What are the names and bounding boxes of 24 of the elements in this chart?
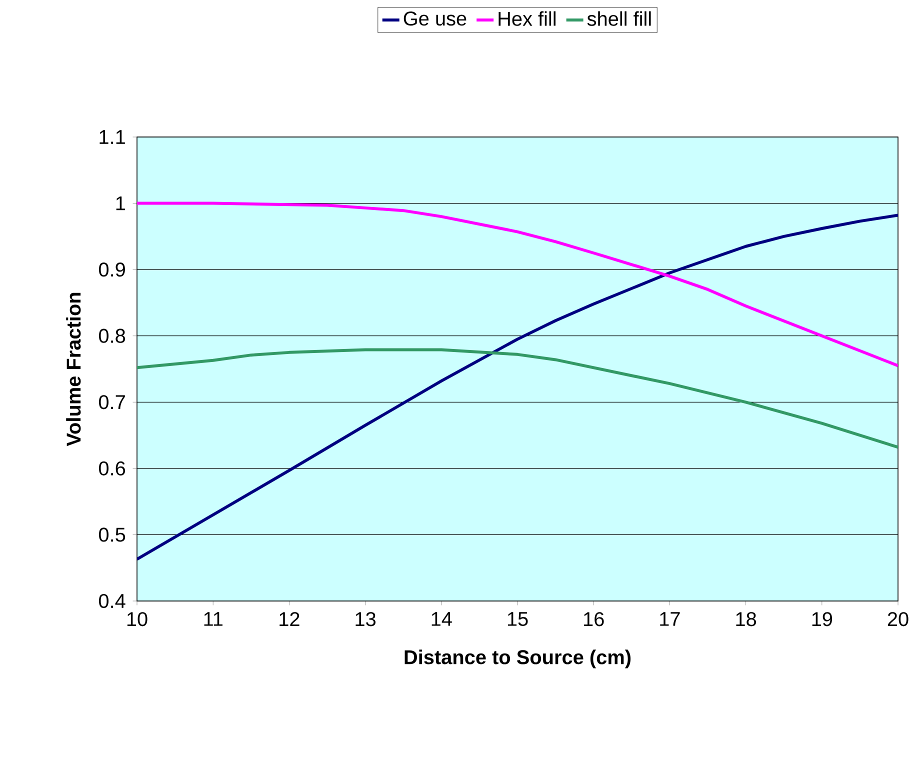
x-tick-label: 17 <box>660 612 680 626</box>
legend-label: shell fill <box>587 11 651 26</box>
y-tick-label: 0.6 <box>98 461 126 476</box>
y-tick-label: 1.1 <box>100 130 125 144</box>
y-tick-label: 0.9 <box>98 262 125 277</box>
y-tick-label: 0.7 <box>98 395 125 410</box>
y-axis-title: Volume Fraction <box>66 292 81 446</box>
x-tick-label: 11 <box>204 612 222 626</box>
x-axis-title: Distance to Source (cm) <box>404 650 631 668</box>
x-tick-label: 18 <box>736 612 756 626</box>
y-tick-label: 0.4 <box>98 594 126 608</box>
legend-label: Ge use <box>404 12 466 26</box>
y-tick-label: 0.8 <box>98 328 126 343</box>
y-tick-label: 0.5 <box>98 528 126 542</box>
legend-label: Hex fill <box>498 11 556 26</box>
x-tick-label: 20 <box>888 612 908 626</box>
x-tick-label: 19 <box>812 612 832 626</box>
x-tick-label: 14 <box>432 612 452 626</box>
x-tick-label: 10 <box>127 612 148 626</box>
x-tick-label: 13 <box>356 612 376 626</box>
x-tick-label: 16 <box>584 612 604 626</box>
x-tick-label: 15 <box>508 612 528 626</box>
y-tick-label: 1 <box>116 196 125 210</box>
x-tick-label: 12 <box>280 612 300 626</box>
